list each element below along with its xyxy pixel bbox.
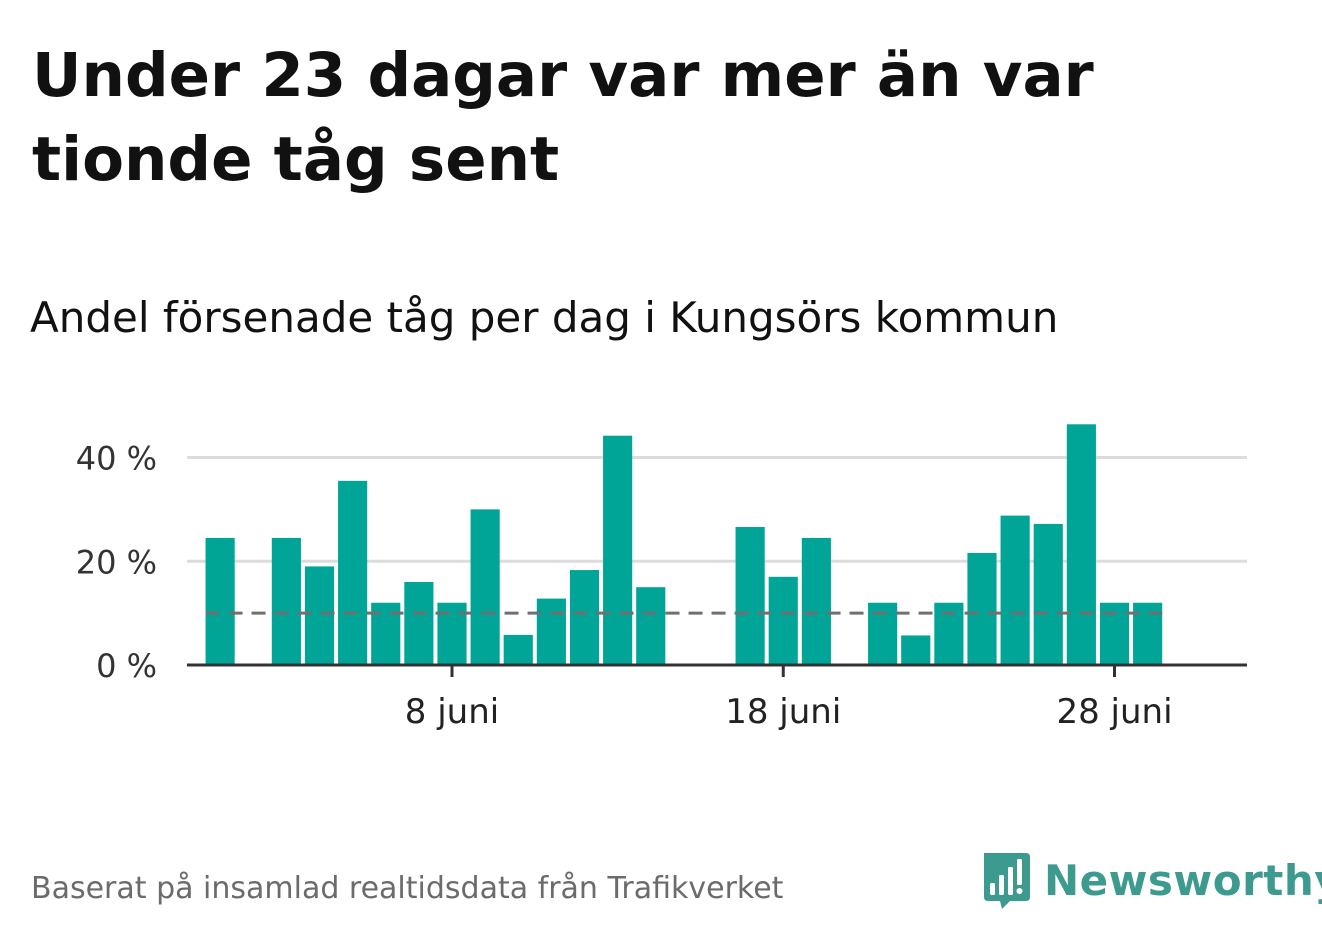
bar [569,570,600,665]
bar [271,537,301,665]
y-tick-label: 20 % [76,543,157,581]
bar [735,527,765,665]
x-tick-label: 18 juni [725,692,841,732]
axes: 0 % 20 % 40 % 8 juni 18 juni 28 juni [76,440,1247,732]
brand-name: Newsworthy [1044,855,1322,905]
bar-chart: 0 % 20 % 40 % 8 juni 18 juni 28 juni [76,424,1247,732]
bar [205,537,235,665]
newsworthy-logo: Newsworthy [980,848,1322,912]
bar [901,635,931,665]
chart-subtitle: Andel försenade tåg per dag i Kungsörs k… [30,293,1059,342]
bar [470,509,500,665]
newsworthy-logo-icon [984,853,1030,909]
bar [801,537,831,665]
bar [404,582,434,665]
bar [1033,523,1063,665]
y-tick-label: 0 % [96,647,157,685]
bar [1000,515,1030,665]
y-tick-label: 40 % [76,440,157,478]
x-tick-label: 28 juni [1056,692,1172,732]
bar [1066,424,1096,665]
x-tick-label: 8 juni [405,692,499,732]
bar [636,587,666,665]
bar [503,634,533,665]
chart-title: Under 23 dagar var mer än var tionde tåg… [32,40,1094,195]
bar [603,435,633,665]
source-note: Baserat på insamlad realtidsdata från Tr… [31,871,784,906]
bar [304,566,335,665]
bar [967,552,997,665]
bar [338,480,368,665]
bars [205,424,1163,665]
bar [768,576,798,665]
bar [536,598,566,665]
